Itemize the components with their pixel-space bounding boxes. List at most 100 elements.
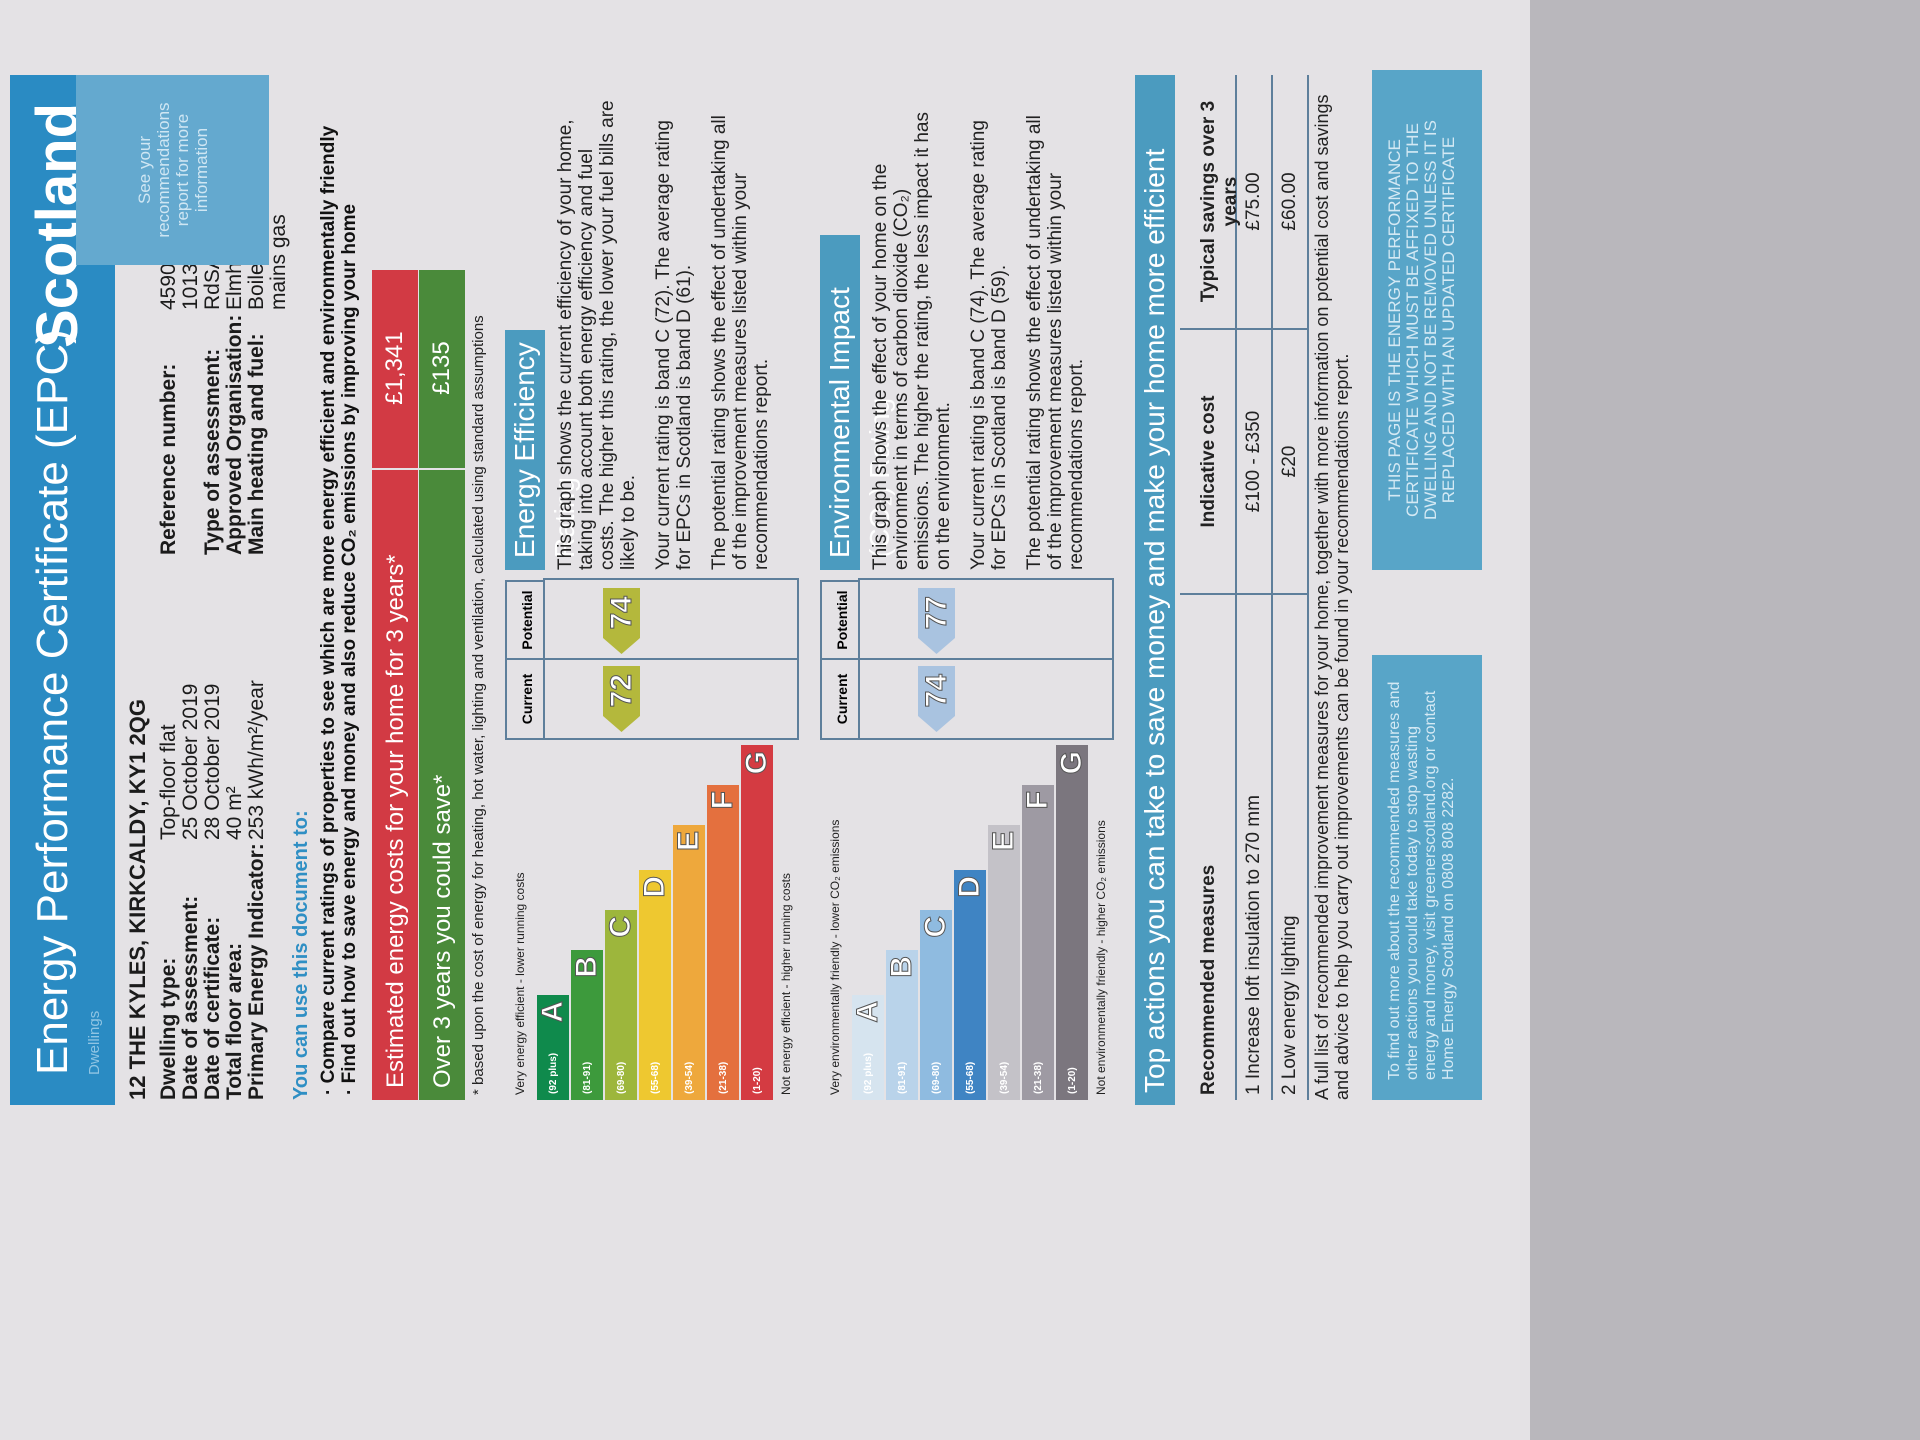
co2-paragraph: This graph shows the effect of your home… — [870, 112, 954, 570]
bullet-text: Compare current ratings of properties to… — [318, 125, 339, 1084]
rating-band-g: (1-20) G — [1055, 745, 1089, 1100]
detail-value: 253 kWh/m²/year — [245, 680, 268, 840]
band-range: (81-91) — [897, 1061, 908, 1094]
rating-band-g: (1-20) G — [740, 745, 774, 1100]
detail-label: Type of assessment: — [201, 348, 224, 555]
more-info-box: To find out more about the recommended m… — [1372, 655, 1482, 1100]
band-range: (55-68) — [965, 1061, 976, 1094]
rating-band-d: (55-68) D — [953, 870, 987, 1100]
detail-label: Primary Energy Indicator: — [245, 843, 268, 1100]
document-title: Energy Performance Certificate (EPC) — [28, 329, 77, 1075]
band-range: (21-38) — [1033, 1061, 1044, 1094]
measure-cell: 1 Increase loft insulation to 270 mm — [1243, 795, 1264, 1095]
potential-column-header: Potential — [820, 580, 860, 660]
page: Energy Performance Certificate (EPC) Dwe… — [0, 0, 1530, 1440]
band-range: (1-20) — [1067, 1067, 1078, 1094]
bullet-item: · Compare current ratings of properties … — [318, 125, 339, 1095]
bullet-text: Find out how to save energy and money an… — [339, 203, 360, 1084]
co2-impact-graph: Very environmentally friendly - lower CO… — [820, 578, 1116, 1100]
band-letter: F — [706, 791, 740, 810]
recommendations-note: A full list of recommended improvement m… — [1312, 94, 1352, 1101]
potential-column — [858, 578, 1114, 660]
column-header: Typical savings over 3 years — [1180, 75, 1241, 330]
graph-top-label: Very environmentally friendly - lower CO… — [828, 819, 842, 1095]
savings-label: Over 3 years you could save* — [429, 774, 456, 1089]
detail-label: Date of certificate: — [201, 916, 224, 1100]
detail-row: Primary Energy Indicator: 253 kWh/m²/year — [245, 600, 268, 1100]
potential-column-header: Potential — [505, 580, 545, 660]
see-recommendations-box: See your recommendations report for more… — [76, 75, 269, 265]
band-range: (55-68) — [650, 1061, 661, 1094]
band-letter: E — [987, 831, 1021, 852]
band-range: (69-80) — [616, 1061, 627, 1094]
estimated-costs-value: £1,341 — [372, 268, 418, 470]
graph-bottom-label: Not environmentally friendly - higher CO… — [1094, 820, 1108, 1095]
rating-band-f: (21-38) F — [1021, 785, 1055, 1100]
band-range: (39-54) — [684, 1061, 695, 1094]
affix-notice-box: THIS PAGE IS THE ENERGY PERFORMANCE CERT… — [1372, 70, 1482, 570]
band-letter: C — [604, 916, 638, 939]
energy-costs-table: Estimated energy costs for your home for… — [372, 268, 465, 1100]
costs-footnote: * based upon the cost of energy for heat… — [470, 315, 487, 1095]
band-letter: E — [672, 831, 706, 852]
current-column-header: Current — [820, 660, 860, 740]
use-heading: You can use this document to: — [290, 810, 312, 1100]
rating-band-c: (69-80) C — [604, 910, 638, 1100]
document-subtitle: Dwellings — [86, 1010, 103, 1075]
savings-value: £135 — [419, 268, 465, 470]
detail-label: Main heating and fuel: — [245, 333, 268, 555]
band-letter: A — [851, 1001, 885, 1024]
see-recommendations-text: See your recommendations report for more… — [134, 102, 211, 238]
co2-text-section: Environmental Impact (CO₂) Rating This g… — [820, 75, 1101, 570]
co2-paragraph: The potential rating shows the effect of… — [1024, 115, 1087, 570]
table-row: 1 Increase loft insulation to 270 mm £10… — [1237, 75, 1273, 1100]
band-range: (21-38) — [718, 1061, 729, 1094]
current-column-header: Current — [505, 660, 545, 740]
band-letter: D — [953, 876, 987, 899]
band-letter: B — [885, 956, 919, 979]
column-header: Recommended measures — [1198, 864, 1219, 1095]
potential-column — [543, 578, 799, 660]
use-bullets: · Compare current ratings of properties … — [318, 126, 360, 1095]
details-left: Dwelling type: Top-floor flat Date of asse… — [157, 600, 268, 1100]
energy-paragraph: The potential rating shows the effect of… — [709, 115, 772, 570]
detail-label: Approved Organisation: — [223, 314, 246, 555]
graph-top-label: Very energy efficient - lower running co… — [513, 872, 527, 1095]
band-letter: A — [536, 1001, 570, 1024]
energy-efficiency-graph: Very energy efficient - lower running co… — [505, 578, 801, 1100]
rating-band-b: (81-91) B — [570, 950, 604, 1100]
detail-label: Reference number: — [157, 363, 180, 555]
measure-cell: 2 Low energy lighting — [1279, 915, 1300, 1095]
energy-paragraph: This graph shows the current efficiency … — [555, 100, 639, 570]
column-header: Indicative cost — [1180, 330, 1235, 595]
band-letter: G — [740, 751, 774, 775]
savings-cell: £75.00 — [1237, 75, 1271, 330]
bullet-item: · Find out how to save energy and money … — [339, 203, 360, 1095]
savings-row: Over 3 years you could save* £135 — [419, 268, 465, 1100]
band-range: (69-80) — [931, 1061, 942, 1094]
detail-label: Total floor area: — [223, 942, 246, 1100]
top-actions-heading: Top actions you can take to save money a… — [1135, 75, 1175, 1105]
graph-bottom-label: Not energy efficient - higher running co… — [779, 873, 793, 1095]
rating-band-e: (39-54) E — [672, 825, 706, 1100]
rating-band-c: (69-80) C — [919, 910, 953, 1100]
detail-row: Date of assessment: 25 October 2019 — [179, 600, 202, 1100]
detail-value: 28 October 2019 — [201, 683, 224, 840]
rating-band-f: (21-38) F — [706, 785, 740, 1100]
rating-band-d: (55-68) D — [638, 870, 672, 1100]
detail-row: Date of certificate: 28 October 2019 — [201, 600, 224, 1100]
rating-band-a: (92 plus) A — [536, 995, 570, 1100]
detail-value: 40 m² — [223, 786, 246, 840]
rating-band-e: (39-54) E — [987, 825, 1021, 1100]
band-range: (81-91) — [582, 1061, 593, 1094]
table-row: 2 Low energy lighting £20 £60.00 — [1273, 75, 1309, 1100]
table-header-row: Recommended measures Indicative cost Typ… — [1180, 75, 1241, 1100]
band-range: (1-20) — [752, 1067, 763, 1094]
band-letter: F — [1021, 791, 1055, 810]
energy-text-section: Energy Efficiency Rating This graph show… — [505, 75, 786, 570]
detail-row: Dwelling type: Top-floor flat — [157, 600, 180, 1100]
band-letter: D — [638, 876, 672, 899]
detail-value: Top-floor flat — [157, 724, 180, 840]
property-address: 12 THE KYLES, KIRKCALDY, KY1 2QG — [125, 699, 150, 1100]
current-column — [858, 658, 1114, 740]
